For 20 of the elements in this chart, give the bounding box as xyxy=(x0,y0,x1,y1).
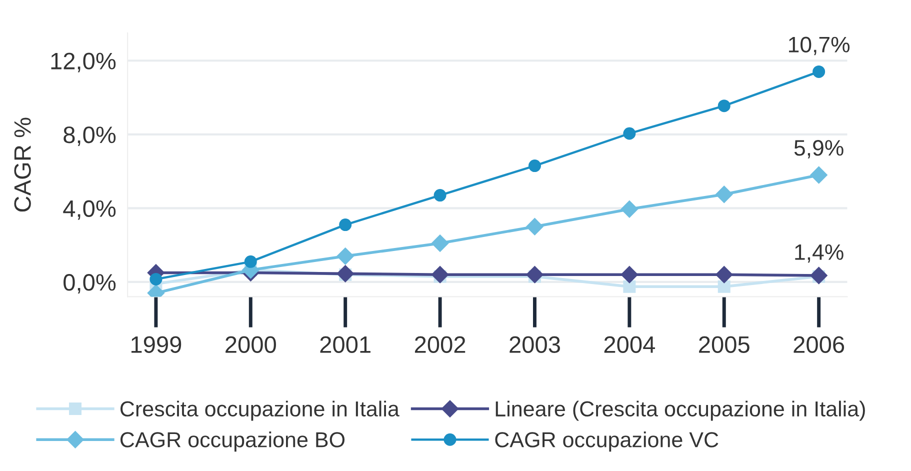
y-axis-title: CAGR % xyxy=(14,118,31,212)
legend-label: CAGR occupazione VC xyxy=(495,432,718,452)
y-tick-label: 12,0% xyxy=(51,52,116,72)
legend-label: Crescita occupazione in Italia xyxy=(120,400,400,421)
legend-label: CAGR occupazione BO xyxy=(120,432,345,452)
x-tick-label: 2001 xyxy=(320,336,370,353)
y-tick-label: 8,0% xyxy=(64,126,116,146)
annotation: 10,7% xyxy=(789,36,850,56)
annotation: 5,9% xyxy=(794,140,844,158)
x-tick-label: 2004 xyxy=(604,336,656,353)
annotation: 1,4% xyxy=(795,244,844,263)
legend-label: Lineare (Crescita occupazione in Italia) xyxy=(496,400,865,421)
x-tick-label: 2006 xyxy=(794,336,844,353)
x-tick-label: 2003 xyxy=(510,336,560,353)
x-tick-label: 1999 xyxy=(131,336,182,353)
y-tick-label: 0,0% xyxy=(64,274,116,294)
y-tick-label: 4,0% xyxy=(63,200,116,220)
x-tick-label: 2000 xyxy=(226,336,276,353)
x-tick-label: 2002 xyxy=(414,336,466,353)
x-tick-label: 2005 xyxy=(699,336,750,353)
